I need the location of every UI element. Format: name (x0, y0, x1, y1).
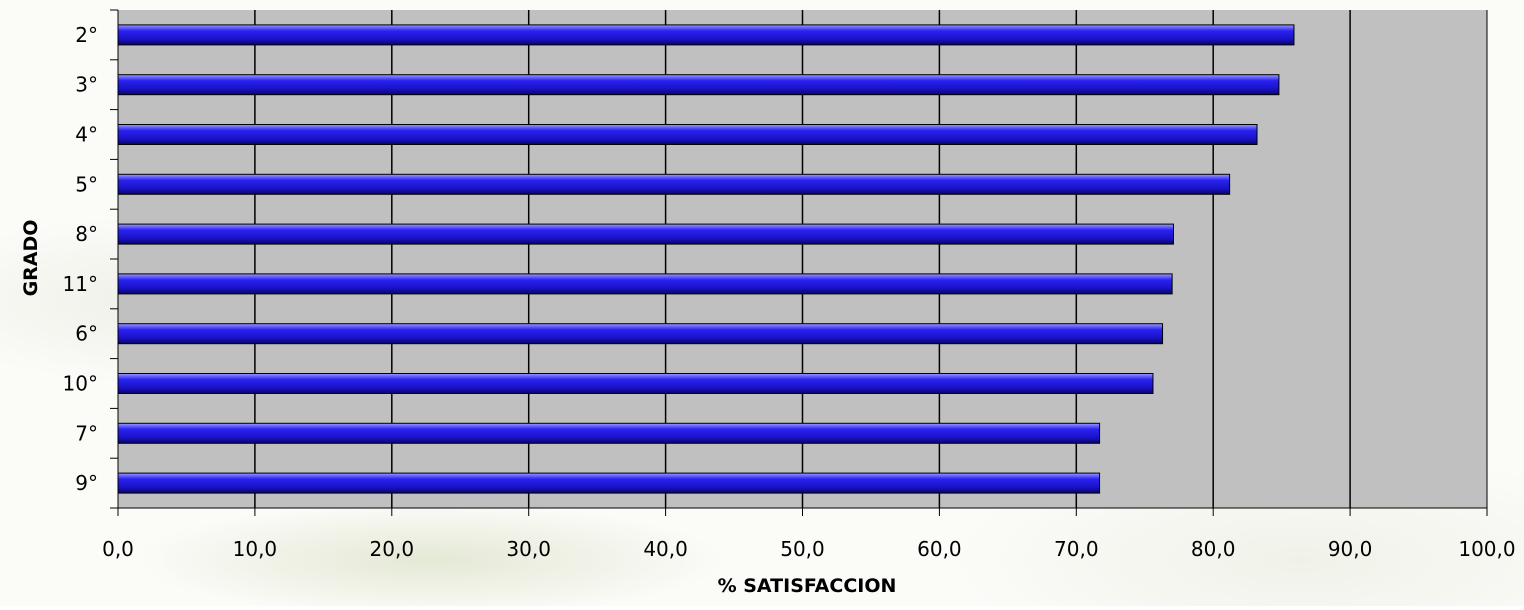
bar (117, 323, 1164, 345)
y-tick-label: 9° (75, 471, 98, 495)
bar (117, 472, 1101, 494)
axes (110, 9, 1488, 516)
y-axis-title: GRADO (20, 220, 42, 297)
x-tick-label: 20,0 (370, 537, 415, 561)
bar (117, 24, 1295, 46)
y-tick-label: 8° (75, 222, 98, 246)
y-tick-label: 4° (75, 123, 98, 147)
x-tick-label: 30,0 (506, 537, 551, 561)
y-tick-label: 11° (63, 272, 98, 296)
x-tick-label: 10,0 (233, 537, 278, 561)
y-tick-label: 7° (75, 421, 98, 445)
x-axis-title: % SATISFACCION (718, 575, 897, 597)
bar (117, 124, 1258, 145)
x-tick-label: 70,0 (1054, 537, 1099, 561)
x-tick-label: 90,0 (1328, 537, 1373, 561)
bar (117, 422, 1101, 444)
y-tick-label: 5° (75, 172, 98, 196)
x-tick-label: 60,0 (917, 537, 962, 561)
y-tick-label: 10° (63, 372, 98, 396)
x-tick-label: 40,0 (643, 537, 688, 561)
bar (117, 223, 1174, 245)
x-tick-label: 50,0 (780, 537, 825, 561)
bar (117, 74, 1280, 96)
bar (117, 373, 1154, 394)
x-tick-label: 0,0 (102, 537, 134, 561)
y-tick-labels: 2° 3° 4° 5° 8° 11° 6° 10° 7° 9° (63, 23, 98, 495)
y-tick-label: 3° (75, 73, 98, 97)
x-tick-labels: 0,0 10,0 20,0 30,0 40,0 50,0 60,0 70,0 80,0 90,0 1… (102, 537, 1516, 561)
y-tick-label: 6° (75, 322, 98, 346)
x-tick-label: 100,0 (1458, 537, 1515, 561)
x-tick-label: 80,0 (1191, 537, 1236, 561)
bar (117, 273, 1173, 295)
bar (117, 173, 1231, 195)
y-tick-label: 2° (75, 23, 98, 47)
